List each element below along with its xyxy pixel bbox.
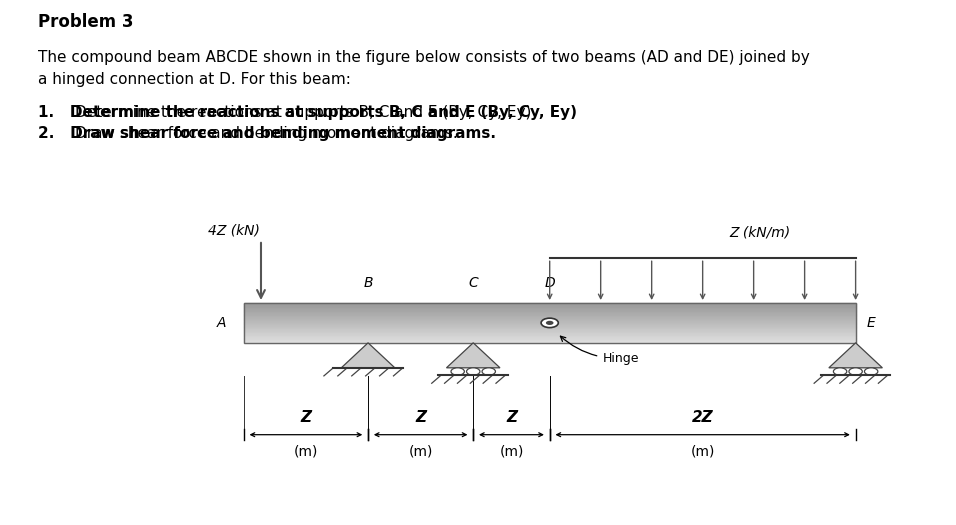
Text: Problem 3: Problem 3 (38, 13, 134, 31)
Circle shape (849, 368, 862, 375)
Text: 2.   Draw shear force and bending moment diagrams.: 2. Draw shear force and bending moment d… (38, 126, 496, 141)
Bar (244, 339, 856, 340)
Bar (244, 324, 856, 326)
Circle shape (467, 368, 480, 375)
Text: (m): (m) (293, 444, 318, 458)
Bar (244, 306, 856, 307)
Text: 4Z (kN): 4Z (kN) (208, 223, 260, 237)
Bar (244, 311, 856, 312)
Bar (244, 304, 856, 306)
Circle shape (834, 368, 847, 375)
Text: Draw shear force and bending moment diagrams.: Draw shear force and bending moment diag… (75, 126, 457, 141)
Bar (244, 327, 856, 328)
Text: B: B (363, 276, 373, 290)
Circle shape (451, 368, 465, 375)
Text: Z (kN/m): Z (kN/m) (729, 226, 791, 240)
Circle shape (482, 368, 495, 375)
Bar (244, 338, 856, 339)
Bar (244, 303, 856, 304)
Bar (244, 310, 856, 311)
Bar (244, 321, 856, 323)
Bar (244, 326, 856, 327)
Text: (m): (m) (499, 444, 524, 458)
Bar (244, 336, 856, 338)
Bar (244, 332, 856, 333)
Bar (244, 320, 856, 321)
Bar (244, 341, 856, 343)
Circle shape (864, 368, 878, 375)
Polygon shape (829, 343, 882, 368)
Bar (244, 313, 856, 315)
Bar (244, 315, 856, 316)
Bar (244, 340, 856, 341)
Bar (244, 335, 856, 336)
Text: 1.   Determine the reactions at supports B, C and E (By, Cy, Ey): 1. Determine the reactions at supports B… (38, 105, 577, 120)
Bar (244, 333, 856, 335)
Text: (m): (m) (690, 444, 715, 458)
Circle shape (546, 321, 554, 325)
Text: Z: Z (415, 410, 426, 425)
Text: 2Z: 2Z (692, 410, 713, 425)
Bar (244, 328, 856, 330)
Bar (244, 312, 856, 313)
Bar (244, 331, 856, 332)
Text: C: C (468, 276, 478, 290)
Circle shape (541, 318, 558, 328)
Text: A: A (217, 316, 227, 330)
Bar (244, 318, 856, 319)
Bar (244, 307, 856, 308)
Text: Z: Z (300, 410, 312, 425)
Text: Determine the reactions at supports B, C and E (By, Cy, Ey): Determine the reactions at supports B, C… (75, 105, 531, 120)
Text: D: D (544, 276, 555, 290)
Text: Z: Z (506, 410, 517, 425)
Polygon shape (446, 343, 500, 368)
Text: The compound beam ABCDE shown in the figure below consists of two beams (AD and : The compound beam ABCDE shown in the fig… (38, 50, 810, 65)
Text: E: E (867, 316, 876, 330)
Bar (244, 330, 856, 331)
Polygon shape (341, 343, 395, 368)
Bar (244, 316, 856, 318)
Text: (m): (m) (408, 444, 433, 458)
Text: a hinged connection at D. For this beam:: a hinged connection at D. For this beam: (38, 72, 351, 88)
Bar (244, 319, 856, 320)
Bar (244, 303, 856, 343)
Bar (244, 323, 856, 324)
Bar (244, 308, 856, 310)
Text: Hinge: Hinge (560, 336, 639, 365)
